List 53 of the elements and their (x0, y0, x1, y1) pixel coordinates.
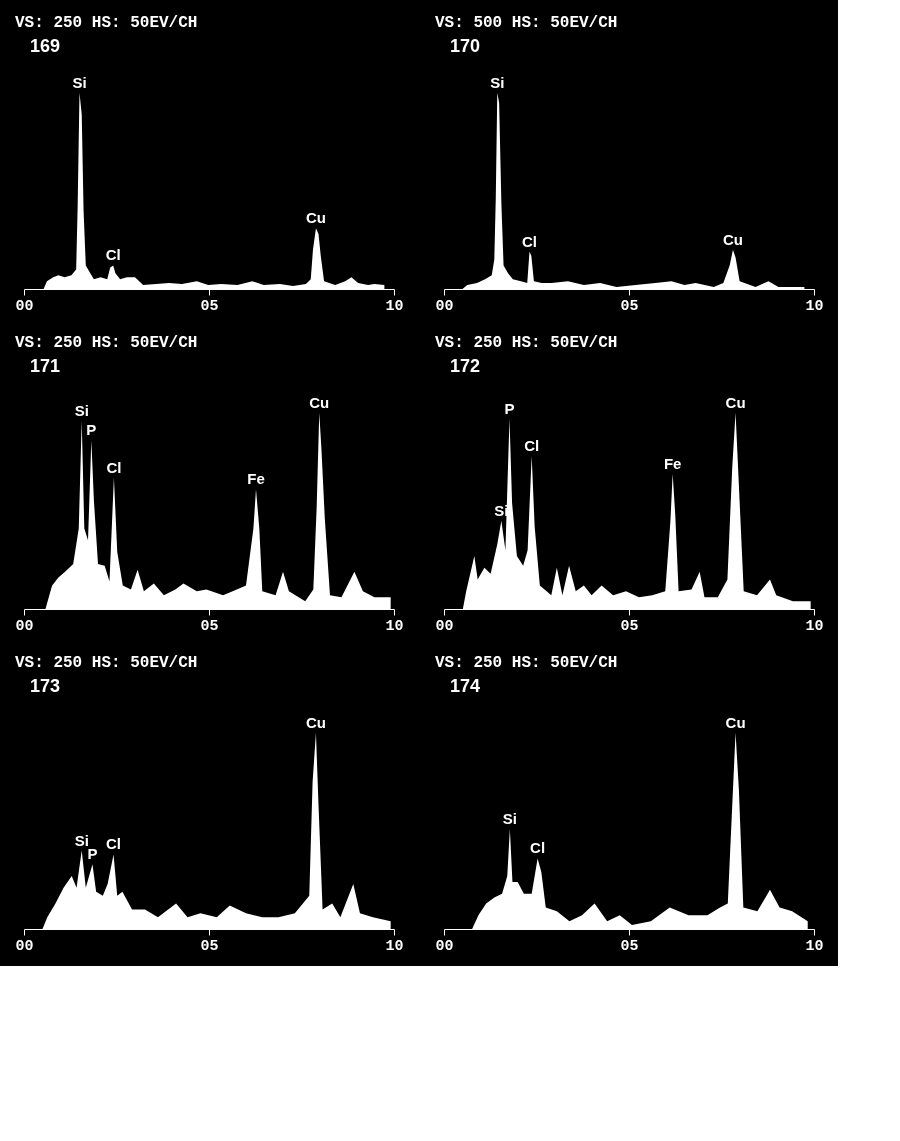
chart-title: VS: 500 HS: 50EV/CH (435, 14, 618, 32)
text: 174 (450, 676, 481, 696)
annotation: Cu (722, 230, 743, 248)
chart-title: VS: 250 HS: 50EV/CH (15, 14, 198, 32)
annotation: Fe (247, 470, 265, 488)
annotation: Cu (309, 393, 330, 411)
annotation: Cu (305, 713, 326, 731)
x-tick-label: 10 (385, 617, 404, 635)
x-tick-label: 05 (200, 617, 219, 635)
x-tick-label: 05 (620, 617, 639, 635)
text: 172 (450, 356, 481, 376)
chart-title: VS: 250 HS: 50EV/CH (435, 334, 618, 352)
x-tick-label: 05 (200, 297, 219, 315)
annotation: Cu (725, 713, 746, 731)
chart-title: VS: 250 HS: 50EV/CH (15, 654, 198, 672)
annotation: Si (502, 809, 517, 827)
x-tick-label: 10 (805, 937, 824, 955)
annotation: P (86, 421, 97, 439)
annotation: Si (494, 501, 509, 519)
annotation: Si (72, 73, 87, 91)
annotation: Cu (305, 209, 326, 227)
x-tick-label: 00 (15, 617, 34, 635)
x-tick-label: 10 (385, 297, 404, 315)
chart-title: VS: 250 HS: 50EV/CH (435, 654, 618, 672)
text: 171 (30, 356, 61, 376)
x-tick-label: 00 (15, 937, 34, 955)
text: 173 (30, 676, 61, 696)
annotation: Cl (106, 835, 122, 853)
annotation: Si (74, 401, 89, 419)
x-tick-label: 05 (620, 937, 639, 955)
annotation: Cl (521, 232, 537, 250)
x-tick-label: 05 (620, 297, 639, 315)
annotation: Cl (524, 437, 540, 454)
annotation: Cl (105, 246, 121, 264)
x-tick-label: 10 (805, 617, 824, 635)
text: 169 (30, 36, 61, 56)
x-tick-label: 10 (385, 937, 404, 955)
annotation: Fe (663, 454, 682, 472)
annotation: Cl (106, 458, 122, 476)
annotation: P (504, 399, 515, 417)
x-tick-label: 00 (15, 297, 34, 315)
annotation: P (87, 845, 98, 863)
x-tick-label: 05 (200, 937, 219, 955)
annotation: Cu (725, 393, 746, 411)
annotation: Si (490, 73, 505, 91)
text: 170 (450, 36, 481, 56)
annotation: Cl (530, 839, 546, 857)
x-tick-label: 00 (435, 297, 454, 315)
x-tick-label: 00 (435, 937, 454, 955)
annotation: Si (74, 831, 89, 849)
x-tick-label: 00 (435, 617, 454, 635)
x-tick-label: 10 (805, 297, 824, 315)
chart-title: VS: 250 HS: 50EV/CH (15, 334, 198, 352)
